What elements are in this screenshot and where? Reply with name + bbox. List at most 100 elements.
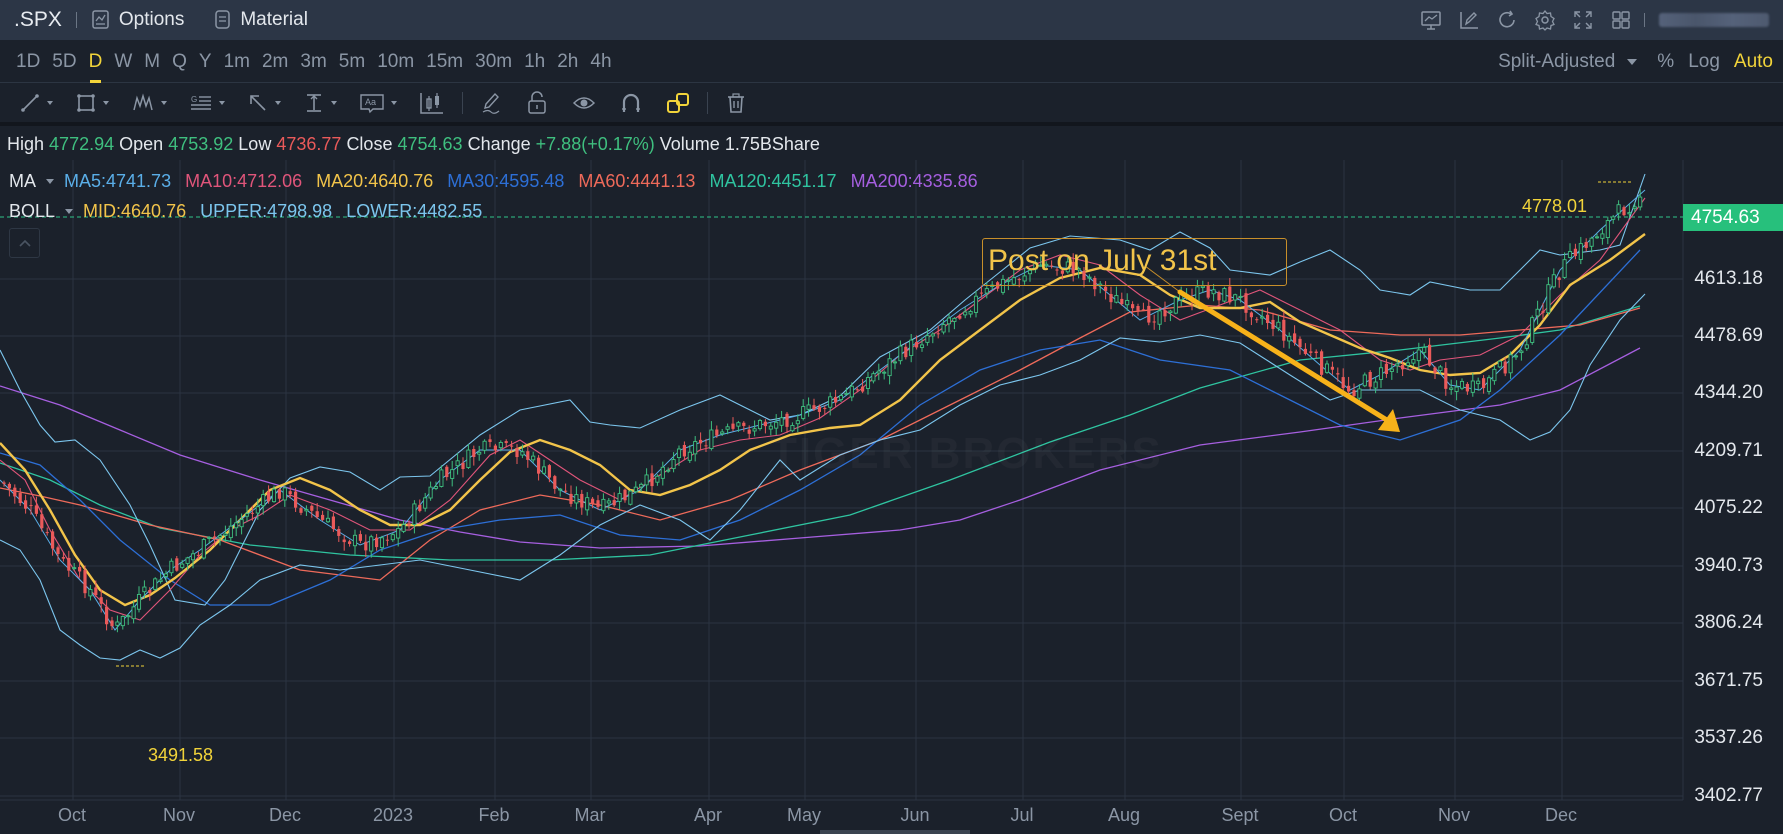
quote-summary: High 4772.94 Open 4753.92 Low 4736.77 Cl… [7,134,820,155]
divider [1644,13,1645,27]
account-name-blurred[interactable] [1659,13,1769,27]
boll-legend: BOLL MID:4640.76 UPPER:4798.98 LOWER:448… [9,201,496,222]
refresh-icon[interactable] [1488,0,1526,40]
timeframe-3m[interactable]: 3m [300,50,327,72]
y-axis-label: 3806.24 [1694,612,1763,633]
top-icons [1412,0,1783,40]
timeframe-5m[interactable]: 5m [338,50,366,72]
fullscreen-icon[interactable] [1564,0,1602,40]
pencil-tool[interactable] [475,82,507,124]
chevron-down-icon[interactable] [46,179,54,184]
delete-tool[interactable] [720,82,752,124]
timeframe-1h[interactable]: 1h [524,50,546,72]
pattern-tool[interactable] [126,82,184,124]
measure-tool-icon [307,94,321,112]
timeframe-5d[interactable]: 5D [52,50,77,72]
chevron-down-icon [47,101,53,105]
timeframe-2h[interactable]: 2h [557,50,579,72]
timeframe-4h[interactable]: 4h [590,50,612,72]
y-axis-label: 3537.26 [1694,727,1763,748]
adjustment-label: Split-Adjusted [1498,50,1616,72]
ma5-value: MA5:4741.73 [64,171,172,191]
magnet-tool[interactable] [615,82,647,124]
boll-indicator-name[interactable]: BOLL [9,201,56,221]
adjustment-dropdown[interactable]: Split-Adjusted [1498,51,1657,73]
open-label: Open [119,134,164,154]
x-axis-label: Jun [900,805,930,825]
ma200-value: MA200:4335.86 [850,171,978,191]
timeframe-10m[interactable]: 10m [377,50,415,72]
line-tool[interactable] [14,82,70,124]
chart-canvas[interactable] [0,160,1783,834]
draw-edit-icon[interactable] [1450,0,1488,40]
open-value: 4753.92 [168,134,234,154]
low-label: Low [238,134,272,154]
svg-text:G: G [191,95,197,104]
timeframe-monthly[interactable]: M [144,50,161,72]
trash-icon [728,93,744,113]
price-chart[interactable]: TIGER BROKERS Post on July 31st 4778.01 … [0,160,1783,834]
timeframe-daily[interactable]: D [83,40,109,83]
ticker-symbol[interactable]: .SPX [14,8,62,31]
chevron-down-icon [275,101,281,105]
link-tool[interactable] [661,82,695,124]
timeframe-1m[interactable]: 1m [223,50,250,72]
timeframe-weekly[interactable]: W [114,50,133,72]
y-axis-label: 3402.77 [1694,785,1763,806]
x-axis-label: Nov [162,805,196,825]
timeframe-2m[interactable]: 2m [261,50,289,72]
collapse-indicators-button[interactable] [9,228,40,258]
annotation-note[interactable]: Post on July 31st [982,238,1287,286]
measure-tool[interactable] [298,82,354,124]
timeframe-quarterly[interactable]: Q [172,50,187,72]
period-low-marker: 3491.58 [148,745,214,765]
text-tool[interactable]: Aa [354,82,414,124]
options-chart-icon [92,10,109,29]
fib-tool[interactable]: G [184,82,242,124]
visibility-tool[interactable] [567,82,601,124]
arrow-tool[interactable] [242,82,298,124]
auto-toggle[interactable]: Auto [1733,50,1773,72]
options-tab[interactable]: Options [91,9,184,31]
chevron-down-icon [103,101,109,105]
x-axis-label: Dec [1544,805,1578,825]
x-axis-label: Feb [478,805,510,825]
x-axis-label: Sept [1221,805,1259,825]
timeframe-1d[interactable]: 1D [16,50,41,72]
pencil-icon [482,92,500,114]
ma10-value: MA10:4712.06 [185,171,303,191]
x-axis-label: Oct [57,805,87,825]
grid-layout-icon[interactable] [1602,0,1640,40]
percent-toggle[interactable]: % [1657,50,1675,72]
boll-mid-value: MID:4640.76 [83,201,187,221]
log-toggle[interactable]: Log [1688,50,1720,72]
ma-indicator-name[interactable]: MA [9,171,36,191]
chevron-down-icon [331,101,337,105]
ma-legend: MA MA5:4741.73 MA10:4712.06 MA20:4640.76… [9,171,992,192]
rectangle-tool[interactable] [70,82,126,124]
ma30-value: MA30:4595.48 [447,171,565,191]
chevron-up-icon [18,239,31,247]
timeframe-30m[interactable]: 30m [475,50,513,72]
material-tab[interactable]: Material [214,9,308,31]
timeframe-yearly[interactable]: Y [198,50,212,72]
ma120-value: MA120:4451.17 [709,171,837,191]
close-label: Close [346,134,393,154]
gear-icon[interactable] [1526,0,1564,40]
divider [75,12,77,28]
chart-monitor-icon[interactable] [1412,0,1450,40]
time-scrollbar[interactable] [820,830,970,834]
watermark: TIGER BROKERS [770,432,1163,476]
chevron-down-icon[interactable] [65,209,74,214]
magnet-icon [622,93,640,112]
lock-tool[interactable] [521,82,553,124]
text-tool-icon: Aa [360,94,384,114]
close-value: 4754.63 [397,134,463,154]
volume-label: Volume [659,134,720,154]
unlock-icon [528,91,546,114]
timeframe-bar: 1D 5D D W M Q Y 1m 2m 3m 5m 10m 15m 30m … [0,40,1783,83]
candle-style-icon [420,93,443,114]
candle-style-tool[interactable] [414,82,450,124]
chevron-down-icon [1627,58,1638,65]
timeframe-15m[interactable]: 15m [426,50,464,72]
